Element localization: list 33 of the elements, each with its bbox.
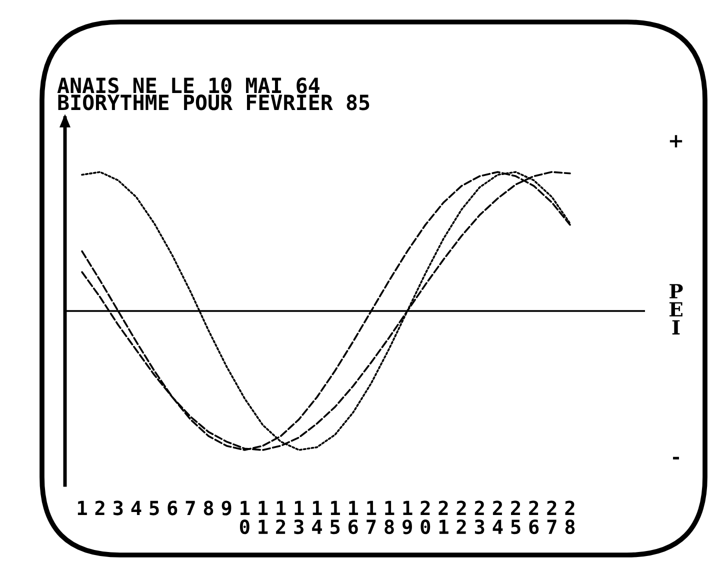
- x-tick-label: 6: [168, 500, 178, 516]
- x-tick-label: 2: [95, 500, 104, 516]
- x-tick-label: 3: [113, 500, 123, 516]
- x-tick-label: 16: [348, 500, 358, 534]
- x-tick-label: 24: [492, 500, 503, 534]
- x-tick-label: 10: [240, 500, 250, 534]
- x-tick-label: 22: [456, 500, 466, 534]
- x-tick-label: 1 2: [276, 500, 286, 534]
- x-tick-label: 28: [565, 500, 575, 534]
- text: -: [673, 456, 679, 460]
- x-tick-label: 7: [186, 500, 195, 516]
- x-tick-label: 9: [222, 500, 232, 516]
- x-tick-label: 4: [131, 500, 142, 516]
- chart-subtitle: BIORYTHME POUR FEVRIER 85: [58, 94, 370, 110]
- x-tick-label: 5: [150, 500, 159, 516]
- x-tick-label: 8: [204, 500, 214, 516]
- x-tick-label: 23: [474, 500, 484, 534]
- x-tick-label: 14: [312, 500, 322, 534]
- x-tick-label: 26: [529, 500, 539, 534]
- x-tick-label: 27: [547, 500, 556, 534]
- x-tick-label: 25: [511, 500, 520, 534]
- x-tick-label: 17: [366, 500, 376, 534]
- x-tick-label: 19: [402, 500, 412, 534]
- x-tick-label: 1: [78, 500, 87, 516]
- chart-title: ANAIS NE LE 10 MAI 64: [57, 78, 320, 94]
- text: +: [670, 135, 682, 148]
- text: P E I: [670, 284, 683, 334]
- x-tick-label: 20: [420, 500, 430, 534]
- x-tick-label: 13: [294, 500, 304, 534]
- x-tick-label: 21: [438, 500, 448, 534]
- x-tick-label: 11: [258, 500, 268, 534]
- x-tick-label: 15: [330, 500, 340, 534]
- x-tick-label: 18: [384, 500, 394, 534]
